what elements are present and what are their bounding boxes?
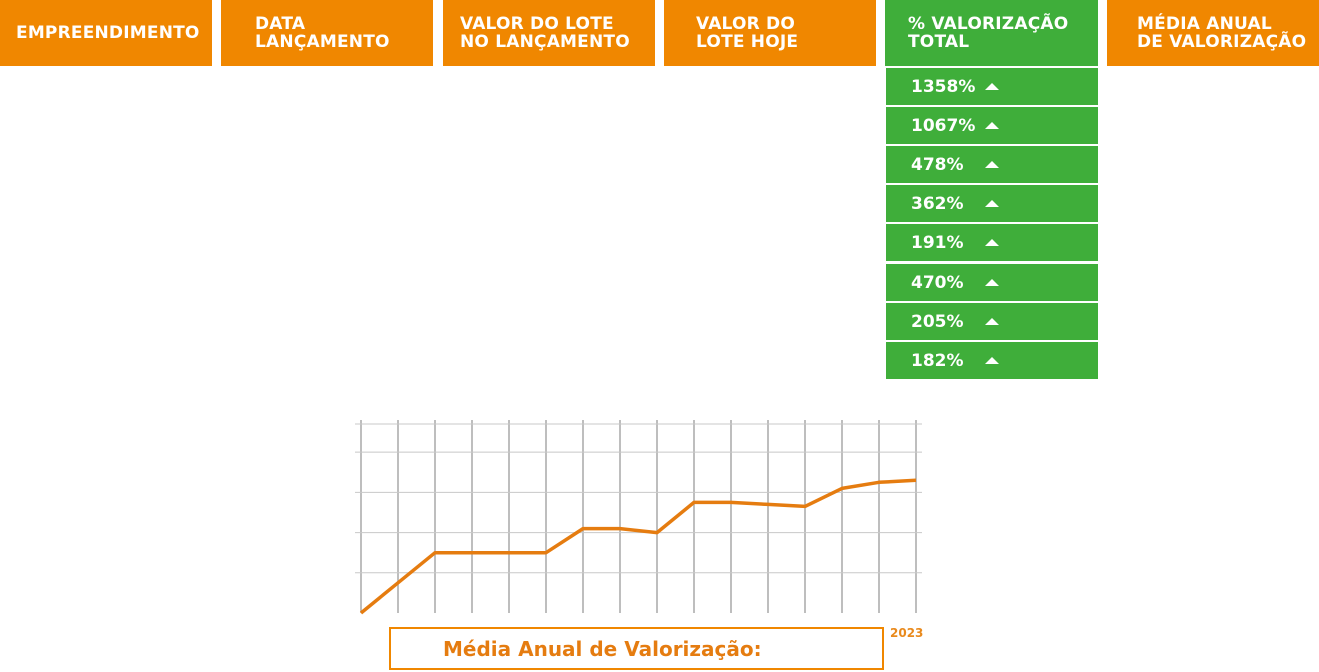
triangle-up-icon — [985, 318, 999, 325]
triangle-up-icon — [985, 200, 999, 207]
valorizacao-line-chart — [355, 420, 922, 615]
valorizacao-cell: 191% — [886, 224, 1098, 261]
triangle-up-icon — [985, 161, 999, 168]
valorizacao-value: 362% — [911, 193, 964, 214]
triangle-up-icon — [985, 239, 999, 246]
media-anual-label: Média Anual de Valorização: — [443, 636, 762, 661]
valorizacao-cell: 478% — [886, 146, 1098, 183]
header-empreendimento: EMPREENDIMENTO — [0, 0, 212, 66]
valorizacao-value: 182% — [911, 350, 964, 371]
header-media-anual: MÉDIA ANUAL DE VALORIZAÇÃO — [1107, 0, 1319, 66]
valorizacao-value: 205% — [911, 311, 964, 332]
header-data-lancamento: DATA LANÇAMENTO — [221, 0, 433, 66]
valorizacao-cell: 470% — [886, 264, 1098, 301]
valorizacao-cell: 182% — [886, 342, 1098, 379]
valorizacao-cell: 362% — [886, 185, 1098, 222]
triangle-up-icon — [985, 357, 999, 364]
valorizacao-value: 478% — [911, 154, 964, 175]
triangle-up-icon — [985, 83, 999, 90]
media-anual-box: Média Anual de Valorização: — [389, 627, 884, 670]
header-valorizacao-total: % VALORIZAÇÃO TOTAL — [885, 0, 1098, 66]
header-valor-lote-hoje: VALOR DO LOTE HOJE — [664, 0, 876, 66]
x-axis-year-label: 2023 — [890, 626, 924, 640]
valorizacao-value: 1358% — [911, 76, 976, 97]
valorizacao-cell: 205% — [886, 303, 1098, 340]
valorizacao-value: 470% — [911, 272, 964, 293]
series-line — [359, 478, 917, 615]
valorizacao-value: 191% — [911, 232, 964, 253]
valorizacao-value: 1067% — [911, 115, 976, 136]
valorizacao-cell: 1067% — [886, 107, 1098, 144]
triangle-up-icon — [985, 279, 999, 286]
valorizacao-cell: 1358% — [886, 68, 1098, 105]
triangle-up-icon — [985, 122, 999, 129]
header-valor-lote-lancamento: VALOR DO LOTE NO LANÇAMENTO — [443, 0, 655, 66]
